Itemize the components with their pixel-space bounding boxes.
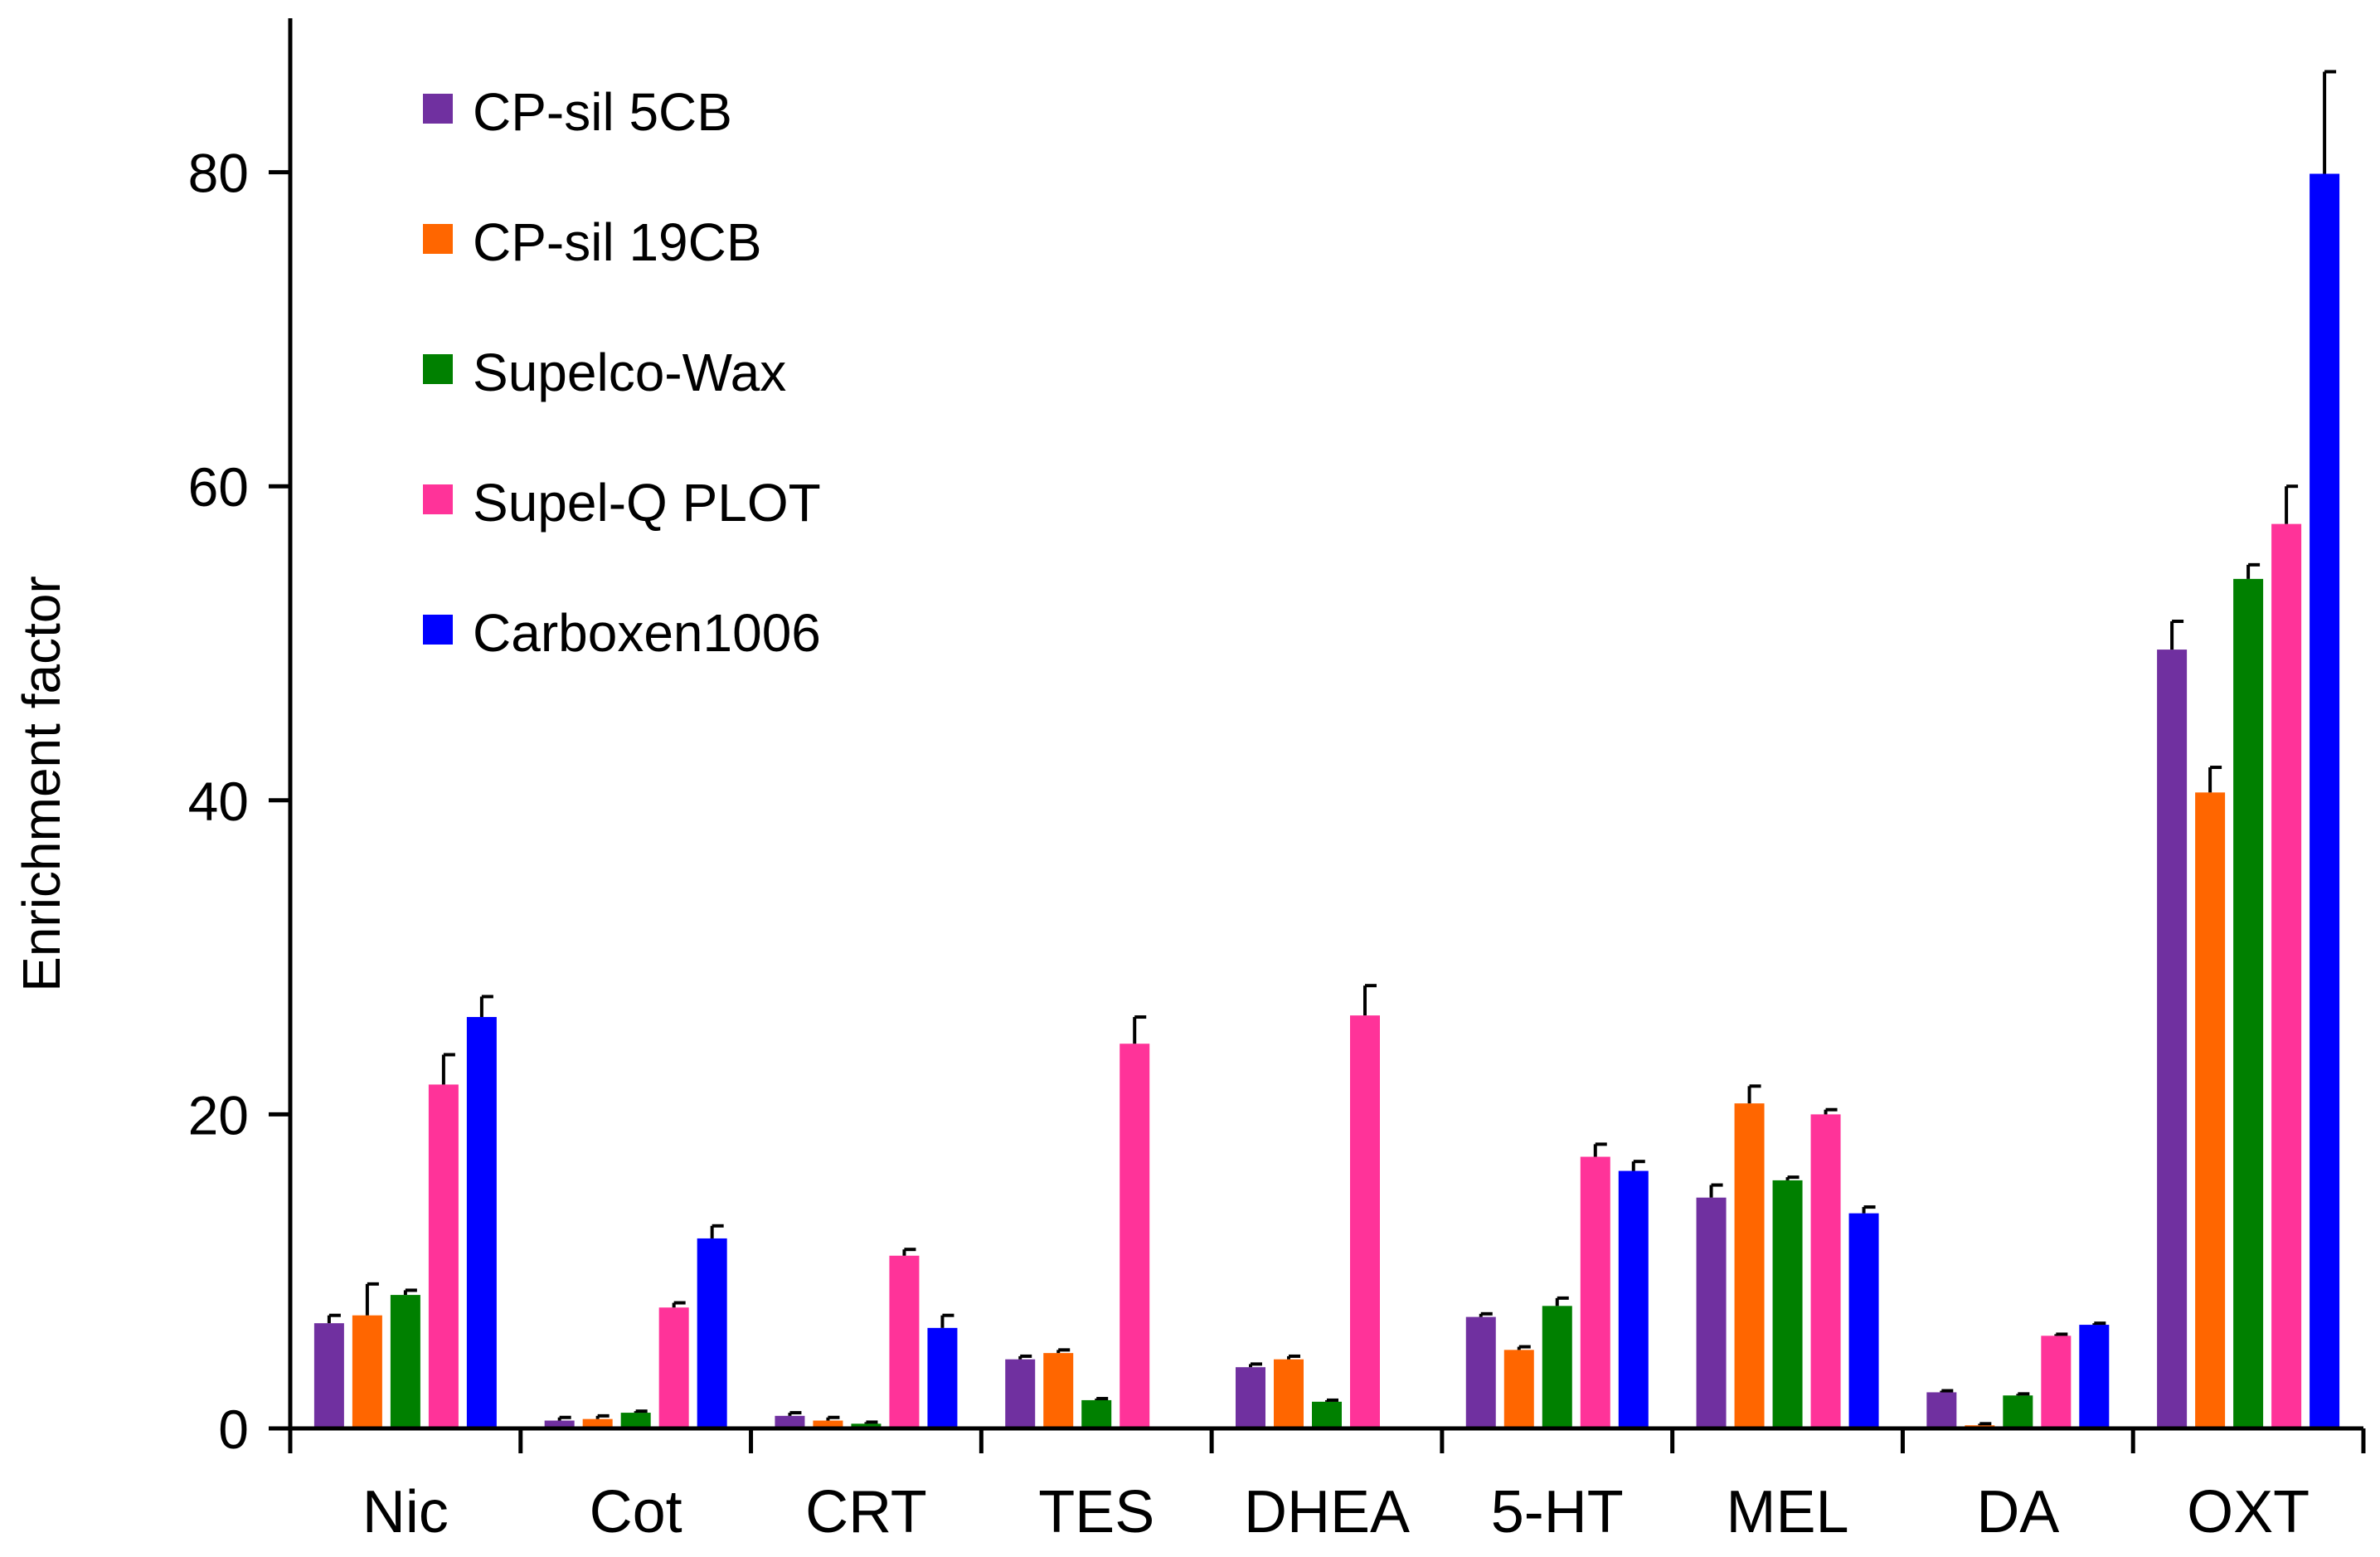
legend-label: CP-sil 5CB (473, 82, 732, 142)
legend: CP-sil 5CB CP-sil 19CB Supelco-Wax Supel-Q … (423, 82, 821, 663)
bar-supel-q-plot-oxt (2271, 523, 2302, 1428)
x-category-label: TES (1038, 1479, 1154, 1545)
legend-swatch (423, 484, 453, 514)
x-category-label: 5-HT (1491, 1479, 1624, 1545)
x-category-label: Cot (590, 1479, 682, 1545)
legend-label: CP-sil 19CB (473, 212, 762, 272)
bar-cp-sil-5cb-da (1926, 1392, 1957, 1428)
bar-cp-sil-5cb-5-ht (1465, 1316, 1496, 1428)
legend-swatch (423, 354, 453, 384)
bar-cp-sil-19cb-5-ht (1503, 1350, 1534, 1428)
legend-label: Supelco-Wax (473, 343, 786, 402)
bar-cp-sil-5cb-crt (775, 1415, 805, 1428)
bar-carboxen1006-cot (697, 1238, 727, 1428)
bar-cp-sil-5cb-oxt (2157, 650, 2188, 1428)
bar-supel-q-plot-dhea (1350, 1015, 1380, 1428)
bar-cp-sil-19cb-cot (582, 1418, 613, 1428)
bar-carboxen1006-nic (466, 1017, 497, 1428)
bar-carboxen1006-5-ht (1618, 1170, 1649, 1428)
error-bars-layer (327, 70, 2337, 1426)
legend-swatch (423, 224, 453, 254)
bar-cp-sil-5cb-tes (1005, 1359, 1036, 1428)
y-tick-label: 60 (188, 456, 249, 518)
bar-cp-sil-19cb-tes (1043, 1353, 1074, 1428)
bar-supelco-wax-dhea (1312, 1401, 1342, 1428)
bar-supel-q-plot-tes (1120, 1044, 1150, 1428)
y-axis-label: Enrichment factor (12, 576, 71, 992)
legend-swatch (423, 94, 453, 124)
bar-cp-sil-5cb-dhea (1236, 1367, 1265, 1428)
bar-supel-q-plot-5-ht (1580, 1156, 1610, 1428)
bar-carboxen1006-oxt (2310, 173, 2340, 1428)
bar-supel-q-plot-mel (1810, 1114, 1841, 1428)
x-category-label: OXT (2187, 1479, 2310, 1545)
bar-cp-sil-19cb-dhea (1274, 1359, 1304, 1428)
x-category-label: DHEA (1244, 1479, 1410, 1545)
bar-cp-sil-19cb-mel (1734, 1103, 1765, 1428)
bar-supel-q-plot-da (2041, 1336, 2072, 1428)
bar-carboxen1006-crt (927, 1327, 958, 1428)
bar-supelco-wax-tes (1081, 1399, 1112, 1428)
bar-cp-sil-19cb-nic (352, 1315, 382, 1428)
x-category-label: CRT (805, 1479, 927, 1545)
bar-supelco-wax-oxt (2233, 578, 2264, 1429)
y-tick-label: 20 (188, 1084, 249, 1146)
bar-cp-sil-5cb-mel (1696, 1197, 1727, 1428)
bar-supelco-wax-mel (1772, 1180, 1803, 1428)
legend-swatch (423, 615, 453, 645)
bar-supelco-wax-cot (620, 1413, 651, 1428)
bars-layer (313, 173, 2340, 1429)
bar-cp-sil-5cb-cot (544, 1420, 575, 1428)
bar-cp-sil-19cb-oxt (2195, 792, 2226, 1428)
bar-supel-q-plot-crt (889, 1255, 920, 1428)
bar-supelco-wax-5-ht (1542, 1306, 1572, 1428)
y-tick-label: 40 (188, 771, 249, 832)
y-tick-label: 80 (188, 143, 249, 204)
legend-label: Carboxen1006 (473, 603, 821, 663)
bar-cp-sil-19cb-crt (813, 1420, 843, 1428)
y-tick-label: 0 (218, 1399, 249, 1460)
bar-supelco-wax-crt (851, 1423, 882, 1428)
x-category-label: DA (1976, 1479, 2059, 1545)
bar-supelco-wax-da (2003, 1395, 2033, 1428)
x-category-label: MEL (1727, 1479, 1849, 1545)
bar-cp-sil-5cb-nic (313, 1323, 344, 1428)
axes-layer: 0 20 40 60 80 Nic Cot CRT TES DHEA 5-HT MEL DA OXT (188, 18, 2366, 1545)
bar-supel-q-plot-cot (658, 1307, 689, 1428)
bar-supelco-wax-nic (390, 1295, 420, 1428)
bar-supel-q-plot-nic (428, 1084, 459, 1428)
x-category-label: Nic (362, 1479, 449, 1545)
bar-carboxen1006-da (2079, 1325, 2110, 1428)
legend-label: Supel-Q PLOT (473, 473, 821, 533)
bar-carboxen1006-mel (1848, 1213, 1879, 1428)
